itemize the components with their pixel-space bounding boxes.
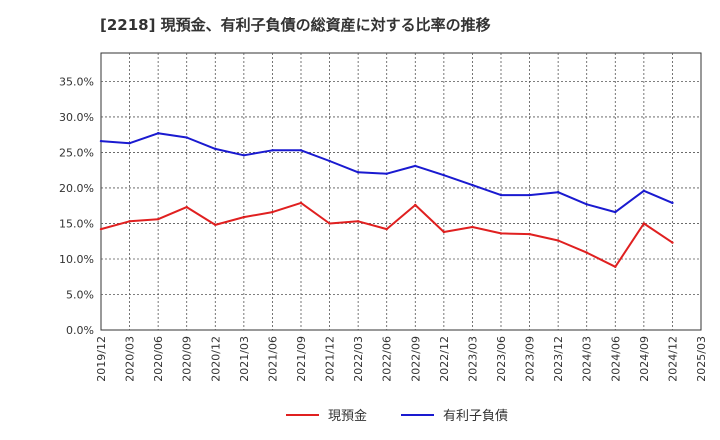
data-point: [442, 173, 446, 177]
x-axis-ticks: 2019/12 2020/03 2020/06 2020/09 2020/12 2021/…: [95, 336, 708, 382]
data-point: [499, 232, 503, 235]
data-point: [299, 201, 303, 205]
x-tick-label: 2023/06: [495, 336, 508, 382]
data-point: [642, 222, 646, 225]
data-point: [499, 193, 503, 197]
x-tick-label: 2020/03: [124, 336, 137, 382]
data-point: [414, 164, 417, 168]
y-axis-ticks: 0.0% 5.0% 10.0% 15.0% 20.0% 25.0% 30.0% 35.0%: [59, 75, 94, 337]
data-point: [328, 222, 331, 225]
x-tick-label: 2019/12: [95, 336, 108, 382]
data-point: [299, 149, 303, 152]
x-tick-label: 2021/12: [324, 336, 337, 382]
data-point: [128, 220, 131, 223]
series-lines: [99, 132, 674, 268]
x-tick-label: 2022/12: [438, 336, 451, 382]
legend: 現預金 有利子負債: [286, 408, 508, 424]
data-point: [128, 142, 131, 145]
data-point: [242, 154, 246, 157]
chart-title: [2218] 現預金、有利子負債の総資産に対する比率の推移: [100, 16, 491, 34]
data-point: [185, 205, 188, 209]
data-point: [471, 225, 474, 229]
x-tick-label: 2022/06: [381, 336, 394, 382]
y-tick-label: 15.0%: [59, 217, 94, 230]
x-tick-label: 2021/09: [295, 336, 308, 382]
data-point: [642, 189, 646, 192]
x-tick-label: 2023/12: [552, 336, 565, 382]
y-tick-label: 10.0%: [59, 253, 94, 266]
data-point: [528, 232, 531, 236]
data-point: [356, 171, 360, 174]
data-point: [528, 193, 531, 197]
x-tick-label: 2024/06: [609, 336, 622, 382]
x-tick-label: 2023/09: [524, 336, 537, 382]
x-tick-label: 2020/09: [181, 336, 194, 382]
legend-label: 現預金: [328, 408, 367, 424]
legend-label: 有利子負債: [443, 409, 508, 424]
data-point: [471, 183, 474, 187]
x-tick-label: 2020/12: [209, 336, 222, 382]
data-point: [328, 159, 331, 163]
plot-area: [100, 52, 702, 331]
data-point: [414, 203, 417, 207]
y-tick-label: 5.0%: [66, 288, 94, 301]
data-point: [385, 172, 388, 175]
x-tick-label: 2024/03: [581, 336, 594, 382]
data-point: [614, 210, 617, 214]
x-tick-label: 2021/06: [266, 336, 279, 382]
data-point: [671, 201, 674, 205]
y-tick-label: 30.0%: [59, 111, 94, 124]
x-tick-label: 2022/09: [409, 336, 422, 382]
x-tick-label: 2024/12: [666, 336, 679, 382]
series-cash: [99, 201, 674, 268]
x-tick-label: 2020/06: [152, 336, 165, 382]
data-point: [585, 203, 588, 206]
data-point: [585, 251, 588, 254]
data-point: [271, 210, 274, 214]
x-tick-label: 2021/03: [238, 336, 251, 382]
series-interest-bearing-debt: [99, 132, 674, 214]
y-tick-label: 20.0%: [59, 182, 94, 195]
data-point: [556, 239, 560, 242]
grid-lines: [101, 53, 701, 330]
data-point: [271, 149, 274, 152]
data-point: [156, 132, 160, 135]
x-tick-label: 2025/03: [695, 336, 708, 382]
x-tick-label: 2024/09: [638, 336, 651, 382]
data-point: [614, 265, 617, 268]
data-point: [242, 215, 246, 219]
y-tick-label: 35.0%: [59, 75, 94, 88]
data-point: [385, 227, 388, 231]
data-point: [442, 230, 446, 234]
data-point: [214, 147, 217, 151]
data-point: [214, 223, 217, 227]
data-point: [185, 136, 188, 139]
data-point: [356, 220, 360, 223]
data-point: [99, 227, 103, 231]
y-tick-label: 0.0%: [66, 324, 94, 337]
data-point: [556, 191, 560, 194]
data-point: [99, 139, 103, 143]
data-point: [156, 218, 160, 221]
data-point: [671, 241, 674, 244]
y-tick-label: 25.0%: [59, 146, 94, 159]
x-tick-label: 2023/03: [466, 336, 479, 382]
x-tick-label: 2022/03: [352, 336, 365, 382]
